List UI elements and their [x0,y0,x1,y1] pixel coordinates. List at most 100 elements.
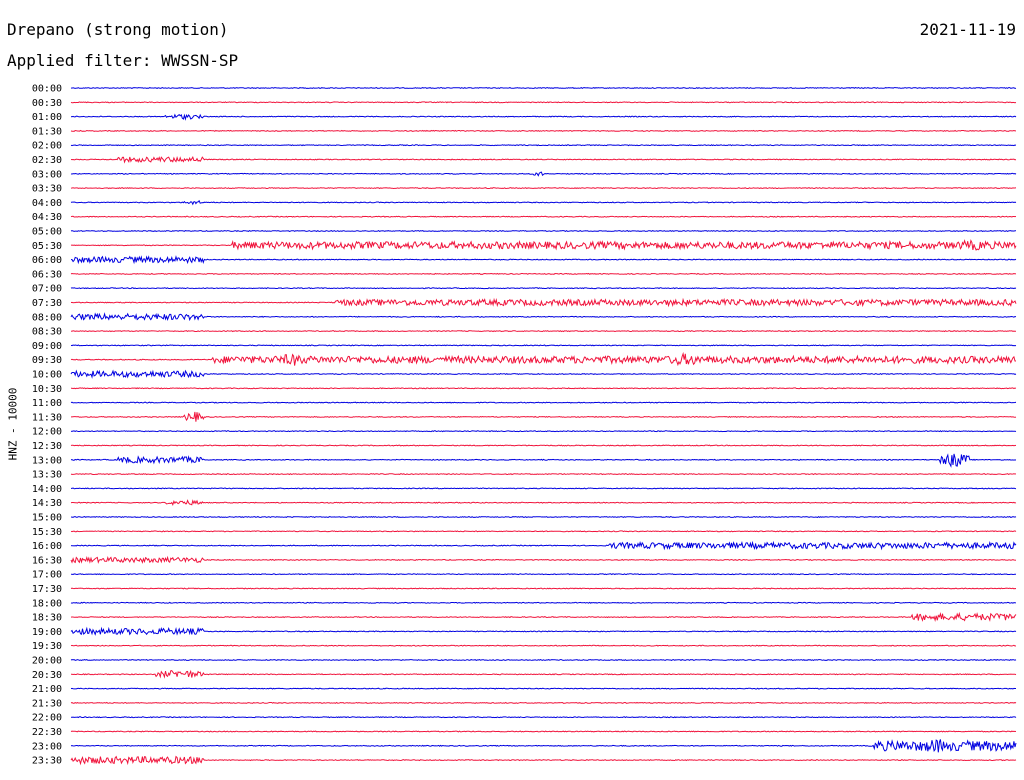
time-tick-label: 12:30 [32,441,62,452]
trace-line [70,626,1017,636]
time-tick-label: 16:30 [32,555,62,566]
trace-line [70,499,1017,507]
time-tick-label: 05:00 [32,227,62,238]
filter-label: Applied filter: WWSSN-SP [7,51,239,70]
trace-line [70,351,1016,367]
trace-line [70,344,1017,347]
trace-line [70,540,1017,551]
time-tick-label: 06:00 [32,255,62,266]
time-tick-label: 22:30 [32,727,62,738]
trace-line [70,199,1017,206]
trace-line [70,739,1017,753]
time-tick-label: 04:30 [32,212,62,223]
trace-line [70,644,1017,647]
time-tick-label: 01:00 [32,112,62,123]
trace-line [70,687,1016,690]
trace-line [70,444,1017,447]
trace-line [70,187,1017,190]
time-tick-label: 19:30 [32,641,62,652]
time-tick-label: 11:30 [32,412,62,423]
trace-line [70,129,1016,132]
trace-line [71,411,1017,422]
time-tick-label: 13:30 [32,470,62,481]
trace-line [70,430,1017,433]
time-tick-label: 18:30 [32,613,62,624]
trace-line [70,272,1017,275]
trace-line [70,716,1017,719]
trace-line [70,255,1017,265]
trace-line [70,171,1017,177]
time-tick-label: 04:00 [32,198,62,209]
trace-line [70,701,1017,704]
time-tick-label: 17:30 [32,584,62,595]
time-tick-label: 06:30 [32,269,62,280]
time-tick-label: 03:00 [32,169,62,180]
trace-line [70,601,1017,604]
trace-line [70,229,1016,233]
trace-line [70,113,1017,121]
time-tick-label: 10:30 [32,384,62,395]
time-tick-label: 16:00 [32,541,62,552]
trace-line [70,387,1017,390]
trace-line [70,297,1017,308]
trace-line [70,473,1017,476]
time-tick-label: 00:00 [32,84,62,95]
time-tick-label: 13:00 [32,455,62,466]
station-title: Drepano (strong motion) [7,20,229,39]
time-tick-label: 01:30 [32,126,62,137]
trace-line [70,330,1017,333]
time-tick-label: 18:00 [32,598,62,609]
time-tick-label: 17:00 [32,570,62,581]
time-tick-label: 08:00 [32,312,62,323]
trace-line [70,573,1017,576]
trace-line [70,287,1017,290]
trace-line [70,658,1017,662]
time-tick-label: 20:30 [32,670,62,681]
time-tick-label: 11:00 [32,398,62,409]
trace-line [70,453,1017,468]
trace-line [71,669,1017,679]
trace-line [70,369,1017,379]
time-tick-label: 07:00 [32,284,62,295]
time-tick-label: 22:00 [32,713,62,724]
time-tick-label: 09:30 [32,355,62,366]
time-tick-label: 02:00 [32,141,62,152]
time-tick-label: 08:30 [32,327,62,338]
trace-line [70,156,1017,164]
trace-line [70,730,1017,733]
time-tick-label: 20:00 [32,656,62,667]
time-tick-label: 15:00 [32,513,62,524]
time-tick-label: 14:30 [32,498,62,509]
trace-line [70,101,1017,104]
time-tick-label: 10:00 [32,370,62,381]
trace-line [70,530,1017,533]
trace-line [70,611,1017,623]
trace-line [70,215,1017,218]
time-tick-label: 12:00 [32,427,62,438]
time-tick-label: 15:30 [32,527,62,538]
date-label: 2021-11-19 [919,20,1016,39]
trace-line [70,401,1017,404]
time-tick-label: 19:00 [32,627,62,638]
time-tick-label: 00:30 [32,98,62,109]
trace-line [70,555,1017,564]
time-tick-label: 03:30 [32,184,62,195]
trace-line [70,312,1017,322]
time-tick-label: 21:30 [32,698,62,709]
time-tick-label: 02:30 [32,155,62,166]
time-tick-label: 23:30 [32,756,62,767]
trace-line [70,755,1017,766]
trace-line [70,144,1017,147]
time-tick-label: 23:00 [32,741,62,752]
trace-line [70,86,1017,90]
time-tick-label: 05:30 [32,241,62,252]
time-tick-label: 09:00 [32,341,62,352]
trace-line [70,239,1017,251]
trace-line [70,587,1017,590]
trace-line [71,487,1017,490]
time-tick-label: 21:00 [32,684,62,695]
trace-line [70,515,1017,519]
time-tick-label: 14:00 [32,484,62,495]
time-tick-label: 07:30 [32,298,62,309]
